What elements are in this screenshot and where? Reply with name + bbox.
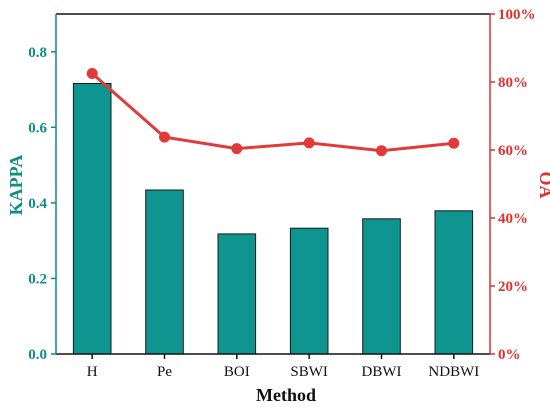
axes-group xyxy=(55,13,491,355)
y-right-tick-label: 60% xyxy=(498,143,528,159)
bar-h xyxy=(72,83,112,355)
ticks-group: 0.0 0.2 0.4 0.6 0.8 0% 20% 40% 60% 80% 100% H Pe BOI S… xyxy=(28,7,535,380)
oa-point-pe xyxy=(159,131,170,143)
oa-point-sbwi xyxy=(303,137,315,149)
bar-dbwi xyxy=(362,218,401,355)
y-left-tick-label: 0.2 xyxy=(28,271,47,287)
oa-point-dbwi xyxy=(376,145,387,157)
y-right-tick-label: 40% xyxy=(498,211,528,227)
oa-point-h xyxy=(86,68,98,79)
bar-sbwi xyxy=(289,227,329,355)
y-left-tick-label: 0.6 xyxy=(28,120,47,136)
bar-boi xyxy=(217,233,257,355)
y-right-tick-label: 0% xyxy=(498,347,521,363)
bar-pe xyxy=(145,189,184,355)
x-tick-label-pe: Pe xyxy=(157,364,172,380)
bars-group xyxy=(72,83,474,355)
oa-line xyxy=(91,72,454,153)
y-left-tick-label: 0.0 xyxy=(28,347,47,363)
x-tick-label-dbwi: DBWI xyxy=(362,364,402,380)
x-tick-label-sbwi: SBWI xyxy=(290,364,328,380)
x-tick-label-boi: BOI xyxy=(224,364,250,380)
y-right-tick-label: 80% xyxy=(498,75,528,91)
y-left-tick-label: 0.8 xyxy=(28,45,47,61)
y-axis-right-label: OA xyxy=(536,172,550,199)
x-tick-label-h: H xyxy=(87,364,98,380)
oa-point-ndbwi xyxy=(448,137,460,149)
x-axis-label: Method xyxy=(256,385,316,405)
oa-point-boi xyxy=(231,143,243,155)
y-left-tick-label: 0.4 xyxy=(28,196,47,212)
bar-ndbwi xyxy=(434,210,474,355)
y-axis-left-label: KAPPA xyxy=(6,155,26,216)
x-tick-label-ndbwi: NDBWI xyxy=(428,364,479,380)
y-right-tick-label: 100% xyxy=(498,7,536,23)
line-group xyxy=(86,68,460,157)
y-right-tick-label: 20% xyxy=(498,279,528,295)
